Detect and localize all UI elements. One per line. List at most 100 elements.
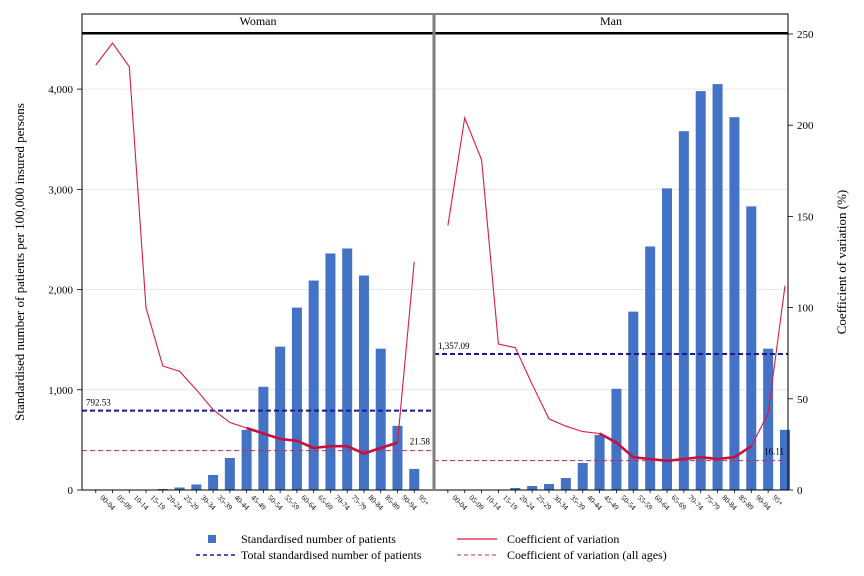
x-tick-label: 00-04 bbox=[98, 493, 117, 512]
x-tick-label: 50-54 bbox=[619, 493, 638, 512]
bar bbox=[392, 425, 403, 490]
x-tick-label: 30-34 bbox=[199, 493, 218, 512]
x-tick-label: 10-14 bbox=[132, 493, 151, 512]
cv-lines bbox=[95, 42, 786, 463]
x-tick-label: 35-39 bbox=[568, 493, 587, 512]
y2-tick-label: 100 bbox=[797, 303, 814, 315]
y-axis-title: Standardised number of patients per 100,… bbox=[12, 103, 27, 421]
x-tick-label: 80-84 bbox=[367, 493, 386, 512]
bar bbox=[746, 206, 757, 490]
x-tick-label: 20-24 bbox=[518, 493, 537, 512]
bar bbox=[577, 462, 588, 490]
x-tick-label: 20-24 bbox=[165, 493, 184, 512]
x-tick-label: 60-64 bbox=[299, 493, 318, 512]
x-tick-label: 40-44 bbox=[232, 493, 251, 512]
x-tick-label: 75-79 bbox=[350, 493, 369, 512]
y2-tick-label: 150 bbox=[797, 211, 814, 223]
bar bbox=[208, 474, 219, 490]
bar bbox=[358, 275, 369, 490]
legend-label-bars: Standardised number of patients bbox=[241, 532, 396, 546]
bar bbox=[157, 488, 168, 490]
x-tick-label: 15-19 bbox=[149, 493, 168, 512]
y-tick-label: 4,000 bbox=[48, 84, 73, 96]
y2-axis-title: Coefficient of variation (%) bbox=[834, 190, 849, 335]
cv-line-emphasis bbox=[246, 426, 398, 455]
total-patients-label: 792.53 bbox=[86, 398, 111, 408]
bar bbox=[342, 248, 353, 490]
cv-line-emphasis bbox=[598, 432, 753, 463]
bar bbox=[409, 468, 420, 490]
bar bbox=[510, 487, 521, 490]
bar bbox=[712, 84, 723, 490]
reference-lines: 792.53 21.58 1,357.09 16.11 bbox=[82, 341, 788, 462]
bar bbox=[678, 131, 689, 490]
bar bbox=[662, 188, 672, 491]
x-tick-label: 90-94 bbox=[400, 493, 419, 512]
bar bbox=[763, 348, 774, 490]
y2-tick-label: 0 bbox=[797, 485, 803, 497]
bar bbox=[308, 280, 319, 490]
bar bbox=[375, 348, 386, 490]
legend-label-cv-all: Coefficient of variation (all ages) bbox=[507, 548, 667, 562]
x-tick-label: 70-74 bbox=[686, 493, 705, 512]
bar bbox=[325, 253, 336, 490]
x-tick-label: 55-59 bbox=[636, 493, 655, 512]
x-tick-label: 05-09 bbox=[467, 493, 486, 512]
panel-title-man: Man bbox=[600, 14, 622, 28]
x-tick-label: 75-79 bbox=[703, 493, 722, 512]
x-tick-label: 00-04 bbox=[450, 493, 469, 512]
bar bbox=[729, 117, 740, 490]
y-tick-label: 3,000 bbox=[48, 184, 73, 196]
y-tick-label: 1,000 bbox=[48, 385, 73, 397]
bar bbox=[544, 483, 554, 490]
bars bbox=[157, 84, 790, 491]
legend: Standardised number of patients Coeffici… bbox=[196, 532, 667, 562]
x-tick-label: 70-74 bbox=[333, 493, 352, 512]
x-tick-label: 50-54 bbox=[266, 493, 285, 512]
panel-title-woman: Woman bbox=[239, 14, 276, 28]
bar bbox=[611, 388, 622, 490]
x-tick-label: 90-94 bbox=[754, 493, 773, 512]
legend-label-cv: Coefficient of variation bbox=[507, 532, 619, 546]
x-tick-label: 65-69 bbox=[670, 493, 689, 512]
bar bbox=[275, 346, 286, 490]
bar bbox=[258, 386, 269, 490]
legend-label-total: Total standardised number of patients bbox=[241, 548, 422, 562]
x-tick-label: 65-69 bbox=[316, 493, 335, 512]
legend-bar-swatch bbox=[208, 535, 216, 543]
x-tick-label: 45-49 bbox=[602, 493, 621, 512]
x-tick-label: 05-09 bbox=[115, 493, 134, 512]
x-tick-label: 10-14 bbox=[484, 493, 503, 512]
x-tick-label: 35-39 bbox=[216, 493, 235, 512]
x-tick-label: 15-19 bbox=[501, 493, 520, 512]
x-tick-label: 25-29 bbox=[535, 493, 554, 512]
bar bbox=[224, 457, 235, 490]
x-tick-label: 95+ bbox=[417, 493, 432, 508]
total-patients-label: 1,357.09 bbox=[438, 341, 470, 351]
y2-tick-label: 200 bbox=[797, 120, 814, 132]
x-tick-label: 25-29 bbox=[182, 493, 201, 512]
bar bbox=[241, 429, 252, 490]
x-tick-label: 40-44 bbox=[585, 493, 604, 512]
x-tick-label: 85-89 bbox=[383, 493, 402, 512]
x-tick-label: 85-89 bbox=[737, 493, 756, 512]
x-tick-label: 60-64 bbox=[653, 493, 672, 512]
x-tick-label: 95+ bbox=[771, 493, 786, 508]
bar bbox=[780, 429, 790, 490]
bar bbox=[628, 311, 639, 490]
bar bbox=[291, 307, 302, 490]
bar bbox=[191, 484, 202, 490]
panel-frames bbox=[81, 13, 789, 491]
cv-all-ages-label: 16.11 bbox=[764, 447, 784, 457]
bar bbox=[560, 477, 571, 490]
x-tick-label: 80-84 bbox=[720, 493, 739, 512]
cv-all-ages-label: 21.58 bbox=[410, 437, 431, 447]
x-tick-label: 55-59 bbox=[283, 493, 302, 512]
bar bbox=[695, 91, 706, 490]
y2-tick-label: 250 bbox=[797, 29, 814, 41]
x-tick-label: 45-49 bbox=[249, 493, 268, 512]
bar bbox=[174, 487, 185, 490]
bar bbox=[594, 434, 605, 490]
y-tick-label: 0 bbox=[68, 485, 74, 497]
